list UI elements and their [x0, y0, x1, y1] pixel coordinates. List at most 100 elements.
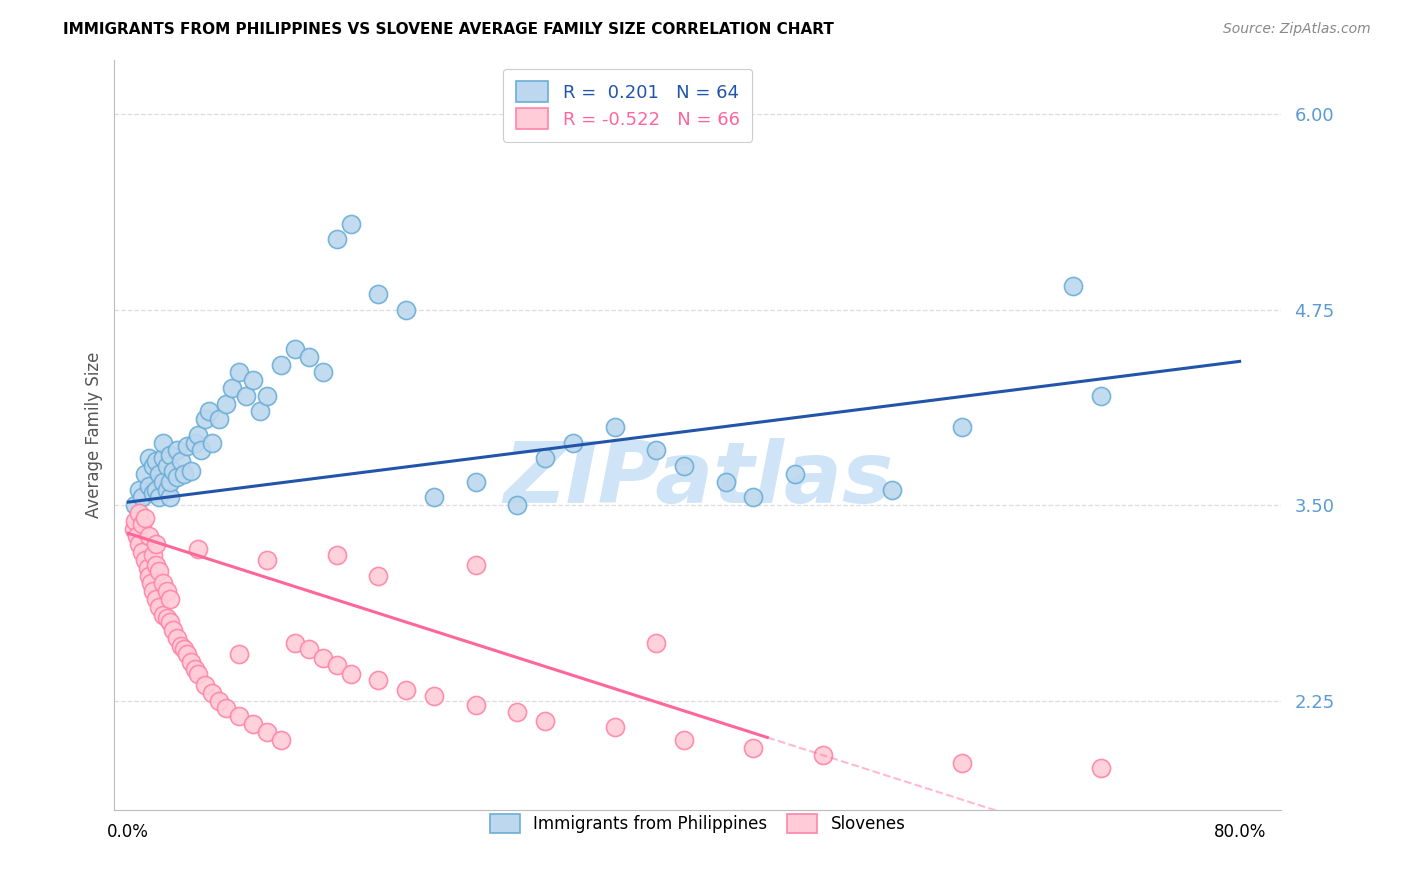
Y-axis label: Average Family Size: Average Family Size: [86, 351, 103, 518]
Point: [142, 459, 165, 474]
Point: [152, 576, 174, 591]
Point: [145, 454, 167, 468]
Point: [742, 740, 765, 755]
Point: [367, 673, 389, 688]
Point: [125, 529, 148, 543]
Point: [134, 553, 156, 567]
Point: [950, 756, 973, 771]
Point: [367, 568, 389, 582]
Point: [159, 475, 181, 489]
Point: [159, 491, 181, 505]
Legend: Immigrants from Philippines, Slovenes: Immigrants from Philippines, Slovenes: [479, 804, 915, 843]
Point: [180, 464, 202, 478]
Point: [221, 381, 243, 395]
Point: [166, 631, 188, 645]
Point: [187, 428, 209, 442]
Point: [148, 491, 170, 505]
Point: [138, 479, 160, 493]
Point: [138, 451, 160, 466]
Point: [256, 725, 278, 739]
Text: ZIPatlas: ZIPatlas: [503, 438, 893, 522]
Point: [131, 516, 153, 531]
Point: [122, 522, 145, 536]
Text: Source: ZipAtlas.com: Source: ZipAtlas.com: [1223, 22, 1371, 37]
Point: [152, 475, 174, 489]
Point: [312, 651, 335, 665]
Point: [214, 396, 236, 410]
Point: [142, 485, 165, 500]
Point: [284, 636, 307, 650]
Point: [284, 342, 307, 356]
Point: [176, 647, 198, 661]
Point: [298, 642, 321, 657]
Point: [367, 287, 389, 301]
Point: [561, 435, 583, 450]
Point: [785, 467, 807, 481]
Point: [325, 232, 347, 246]
Point: [148, 599, 170, 614]
Point: [194, 678, 217, 692]
Point: [506, 498, 529, 512]
Point: [201, 435, 224, 450]
Point: [124, 498, 146, 512]
Point: [312, 365, 335, 379]
Point: [131, 545, 153, 559]
Point: [603, 720, 626, 734]
Point: [166, 470, 188, 484]
Point: [395, 302, 418, 317]
Point: [156, 459, 179, 474]
Point: [242, 717, 264, 731]
Point: [148, 564, 170, 578]
Point: [464, 558, 486, 572]
Point: [198, 404, 221, 418]
Point: [173, 467, 195, 481]
Point: [152, 451, 174, 466]
Point: [170, 639, 193, 653]
Point: [464, 475, 486, 489]
Point: [242, 373, 264, 387]
Point: [159, 448, 181, 462]
Point: [131, 491, 153, 505]
Point: [882, 483, 904, 497]
Point: [325, 657, 347, 672]
Point: [156, 611, 179, 625]
Point: [1090, 389, 1112, 403]
Point: [423, 491, 446, 505]
Point: [270, 358, 292, 372]
Point: [176, 439, 198, 453]
Point: [1062, 279, 1084, 293]
Point: [128, 483, 150, 497]
Point: [228, 647, 250, 661]
Point: [228, 365, 250, 379]
Point: [162, 464, 184, 478]
Point: [256, 553, 278, 567]
Point: [207, 412, 229, 426]
Point: [194, 412, 217, 426]
Point: [190, 443, 212, 458]
Point: [207, 694, 229, 708]
Point: [214, 701, 236, 715]
Point: [152, 435, 174, 450]
Point: [228, 709, 250, 723]
Point: [339, 667, 361, 681]
Point: [136, 561, 159, 575]
Point: [235, 389, 257, 403]
Point: [162, 624, 184, 638]
Point: [138, 568, 160, 582]
Point: [173, 642, 195, 657]
Point: [811, 748, 834, 763]
Point: [124, 514, 146, 528]
Point: [159, 615, 181, 630]
Point: [145, 558, 167, 572]
Point: [180, 655, 202, 669]
Point: [152, 607, 174, 622]
Point: [148, 467, 170, 481]
Point: [672, 459, 695, 474]
Point: [128, 506, 150, 520]
Point: [134, 510, 156, 524]
Point: [170, 454, 193, 468]
Point: [145, 537, 167, 551]
Point: [145, 592, 167, 607]
Point: [270, 732, 292, 747]
Point: [159, 592, 181, 607]
